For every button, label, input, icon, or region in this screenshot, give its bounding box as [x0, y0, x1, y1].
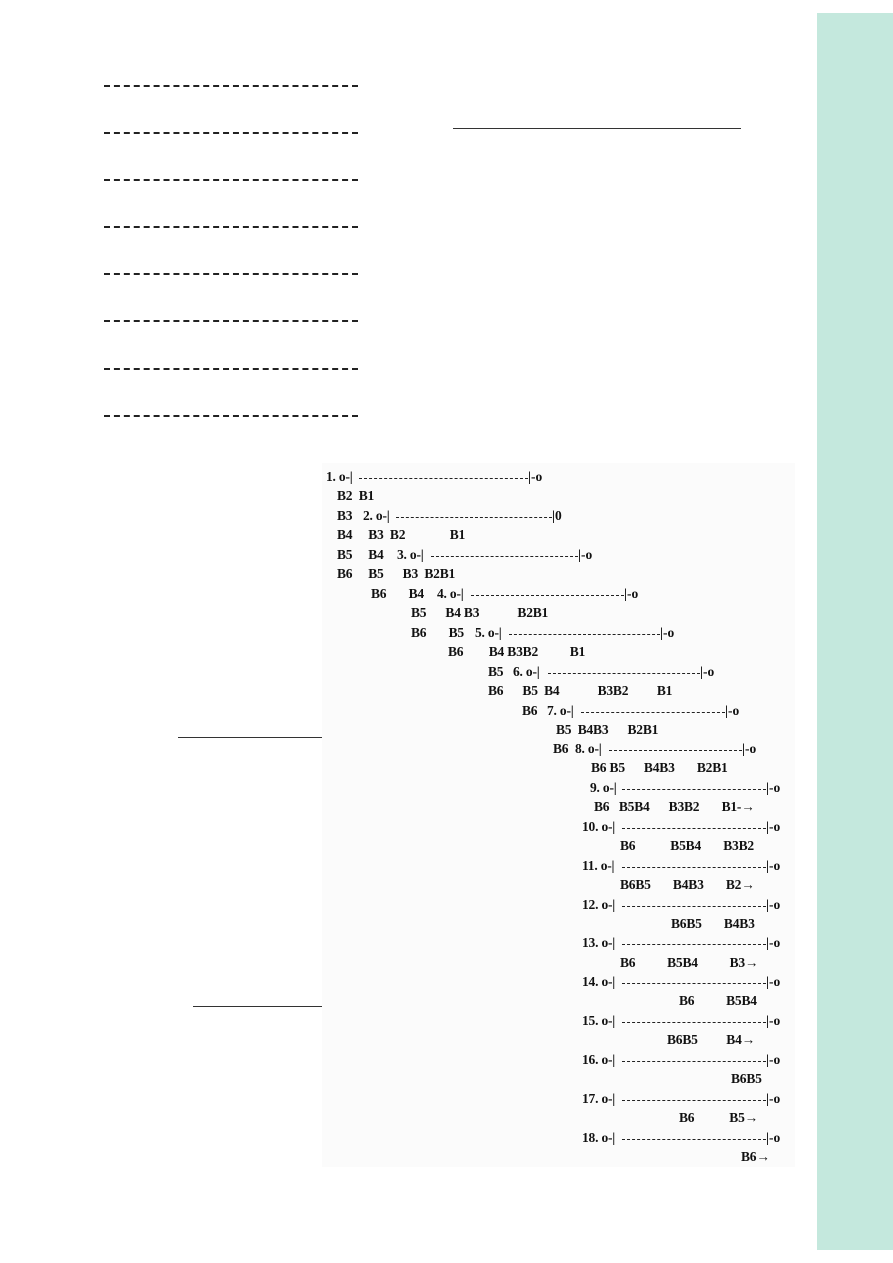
- step-labels-10: B5: [488, 664, 504, 679]
- blank-line-3: [104, 179, 358, 181]
- step-number-4: 4. o-|: [437, 586, 464, 601]
- step-bar-10: [622, 828, 766, 829]
- step-bar-5: [509, 634, 660, 635]
- step-end-6: |-o: [700, 664, 715, 679]
- step-end-5: |-o: [660, 625, 675, 640]
- step-bar-12: [622, 906, 766, 907]
- step-labels-18: B6B5 B4B3 B2→: [620, 877, 755, 892]
- step-number-12: 12. o-|: [582, 897, 616, 912]
- step-bar-11: [622, 867, 766, 868]
- step-labels-23: B6B5: [731, 1071, 762, 1086]
- step-bar-13: [622, 944, 766, 945]
- step-number-14: 14. o-|: [582, 974, 616, 989]
- step-end-15: |-o: [766, 1013, 781, 1028]
- step-end-7: |-o: [725, 703, 740, 718]
- blank-rule-lower: [193, 1006, 386, 1007]
- step-labels-5: B6 B5 B3 B2B1: [337, 566, 456, 581]
- step-bar-8: [609, 750, 742, 751]
- step-end-11: |-o: [766, 858, 781, 873]
- step-bar-3: [431, 556, 578, 557]
- blank-line-6: [104, 320, 358, 322]
- step-labels-11: B6 B5 B4 B3B2 B1: [488, 683, 673, 698]
- step-bar-14: [622, 983, 766, 984]
- side-margin-band: [817, 13, 893, 1250]
- step-labels-16: B6 B5B4 B3B2 B1-→: [594, 799, 755, 814]
- blank-line-8: [104, 415, 358, 417]
- step-number-18: 18. o-|: [582, 1130, 616, 1145]
- step-number-1: 1. o-|: [326, 469, 353, 484]
- step-labels-2: B3: [337, 508, 353, 523]
- step-bar-4: [471, 595, 624, 596]
- step-bar-15: [622, 1022, 766, 1023]
- step-end-12: |-o: [766, 897, 781, 912]
- step-labels-6: B6 B4: [371, 586, 424, 601]
- step-labels-21: B6 B5B4: [679, 993, 757, 1008]
- step-labels-8: B6 B5: [411, 625, 464, 640]
- step-number-10: 10. o-|: [582, 819, 616, 834]
- step-end-10: |-o: [766, 819, 781, 834]
- step-number-7: 7. o-|: [547, 703, 574, 718]
- blank-rule-middle: [178, 737, 401, 738]
- step-labels-15: B6 B5 B4B3 B2B1: [591, 760, 728, 775]
- step-labels-13: B5 B4B3 B2B1: [556, 722, 659, 737]
- step-number-5: 5. o-|: [475, 625, 502, 640]
- step-labels-12: B6: [522, 703, 538, 718]
- staircase-figure: 1. o-| |-o 2. o-| |0 3. o-| |-o 4. o-| |-o 5. o-…: [322, 463, 795, 1167]
- step-bar-18: [622, 1139, 766, 1140]
- step-end-18: |-o: [766, 1130, 781, 1145]
- step-end-9: |-o: [766, 780, 781, 795]
- step-labels-1: B2 B1: [337, 488, 375, 503]
- blank-line-4: [104, 226, 358, 228]
- step-labels-3: B4 B3 B2 B1: [337, 527, 466, 542]
- step-labels-14: B6: [553, 741, 569, 756]
- step-labels-9: B6 B4 B3B2 B1: [448, 644, 586, 659]
- step-end-13: |-o: [766, 935, 781, 950]
- step-bar-2: [396, 517, 552, 518]
- step-end-17: |-o: [766, 1091, 781, 1106]
- step-number-13: 13. o-|: [582, 935, 616, 950]
- step-bar-7: [581, 712, 725, 713]
- step-labels-4: B5 B4: [337, 547, 384, 562]
- step-end-1: |-o: [528, 469, 543, 484]
- step-number-17: 17. o-|: [582, 1091, 616, 1106]
- step-number-15: 15. o-|: [582, 1013, 616, 1028]
- step-end-8: |-o: [742, 741, 757, 756]
- step-labels-24: B6 B5→: [679, 1110, 758, 1125]
- step-number-3: 3. o-|: [397, 547, 424, 562]
- step-labels-19: B6B5 B4B3: [671, 916, 755, 931]
- step-labels-25: B6→: [741, 1149, 770, 1164]
- step-labels-17: B6 B5B4 B3B2: [620, 838, 754, 853]
- step-end-2: |0: [552, 508, 562, 523]
- blank-line-1: [104, 85, 358, 87]
- step-bar-9: [622, 789, 766, 790]
- blank-line-2: [104, 132, 358, 134]
- step-labels-22: B6B5 B4→: [667, 1032, 755, 1047]
- step-number-8: 8. o-|: [575, 741, 602, 756]
- step-labels-20: B6 B5B4 B3→: [620, 955, 759, 970]
- step-number-2: 2. o-|: [363, 508, 390, 523]
- step-bar-17: [622, 1100, 766, 1101]
- blank-line-5: [104, 273, 358, 275]
- blank-line-7: [104, 368, 358, 370]
- step-end-16: |-o: [766, 1052, 781, 1067]
- step-number-9: 9. o-|: [590, 780, 617, 795]
- step-end-4: |-o: [624, 586, 639, 601]
- blank-rule-top: [453, 128, 741, 129]
- step-number-16: 16. o-|: [582, 1052, 616, 1067]
- step-bar-6: [548, 673, 700, 674]
- step-end-3: |-o: [578, 547, 593, 562]
- step-labels-7: B5 B4 B3 B2B1: [411, 605, 549, 620]
- step-number-6: 6. o-|: [513, 664, 540, 679]
- step-bar-1: [359, 478, 528, 479]
- step-number-11: 11. o-|: [582, 858, 615, 873]
- step-bar-16: [622, 1061, 766, 1062]
- step-end-14: |-o: [766, 974, 781, 989]
